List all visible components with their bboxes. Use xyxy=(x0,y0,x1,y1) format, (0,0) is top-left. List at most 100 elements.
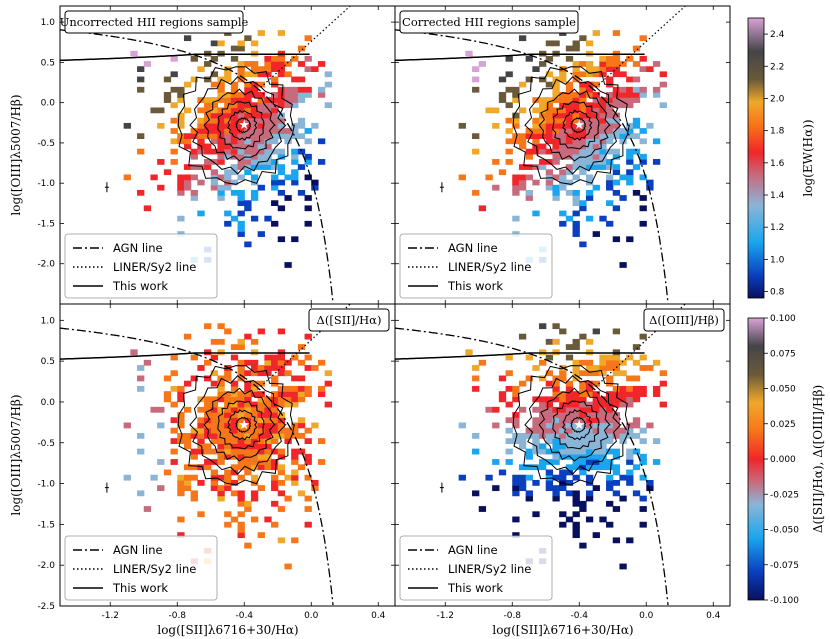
heatmap-cell xyxy=(257,66,265,72)
contour-line xyxy=(570,416,587,434)
heatmap-cell xyxy=(565,86,574,93)
heatmap-cell xyxy=(224,153,232,160)
heatmap-cell xyxy=(599,153,607,160)
heatmap-cell xyxy=(230,406,239,413)
heatmap-cell xyxy=(552,490,560,497)
heatmap-cell xyxy=(626,236,634,243)
heatmap-cell xyxy=(304,495,312,502)
heatmap-cell xyxy=(297,417,306,424)
heatmap-cell xyxy=(291,354,299,361)
heatmap-cell xyxy=(224,448,232,455)
heatmap-cell xyxy=(626,86,634,93)
heatmap-cell xyxy=(284,370,292,377)
heatmap-cell xyxy=(177,516,185,523)
heatmap-cell xyxy=(626,375,634,382)
heatmap-cell xyxy=(170,71,178,78)
heatmap-cell xyxy=(565,417,574,424)
heatmap-cell xyxy=(177,438,185,445)
heatmap-cell xyxy=(559,479,567,486)
heatmap-cell xyxy=(224,169,232,176)
heatmap-cell xyxy=(271,432,279,439)
heatmap-cell xyxy=(512,385,520,392)
heatmap-cell xyxy=(639,195,647,201)
heatmap-cell xyxy=(599,422,607,429)
heatmap-cell xyxy=(230,169,239,176)
heatmap-cell xyxy=(237,92,245,98)
heatmap-cell xyxy=(217,195,225,201)
heatmap-cell xyxy=(498,76,507,83)
heatmap-cell xyxy=(137,432,145,439)
heatmap-cell xyxy=(518,138,527,145)
heatmap-cell xyxy=(559,427,567,434)
heatmap-cell xyxy=(612,148,621,155)
heatmap-cell xyxy=(592,138,600,145)
heatmap-cell xyxy=(177,396,185,403)
colorbar-tick-label: 2.0 xyxy=(770,94,785,104)
heatmap-cell xyxy=(217,474,225,481)
heatmap-cell xyxy=(565,215,574,222)
heatmap-cell xyxy=(559,148,567,155)
heatmap-cell xyxy=(545,55,554,62)
heatmap-cell xyxy=(170,385,178,392)
heatmap-cell xyxy=(284,61,292,67)
heatmap-cell xyxy=(606,107,614,114)
heatmap-cell xyxy=(217,448,225,455)
heatmap-cell xyxy=(565,469,574,476)
heatmap-cell xyxy=(291,432,299,439)
heatmap-cell xyxy=(277,385,286,392)
heatmap-cell xyxy=(257,427,265,434)
heatmap-cell xyxy=(197,164,205,170)
contour-line xyxy=(226,109,258,141)
heatmap-cell xyxy=(612,86,621,93)
contour-line xyxy=(561,409,593,441)
heatmap-cell xyxy=(210,128,219,134)
heatmap-cell xyxy=(257,391,265,397)
heatmap-cell xyxy=(592,128,600,134)
heatmap-cell xyxy=(572,526,580,533)
heatmap-cell xyxy=(237,174,245,181)
heatmap-cell xyxy=(257,184,265,191)
heatmap-cell xyxy=(271,179,279,186)
heatmap-cell xyxy=(183,174,192,181)
heatmap-cell xyxy=(579,464,587,471)
heatmap-cell xyxy=(324,102,332,109)
heatmap-cell xyxy=(559,432,567,439)
heatmap-cell xyxy=(612,490,621,497)
heatmap-cell xyxy=(230,143,239,150)
heatmap-cell xyxy=(230,45,239,52)
heatmap-cell xyxy=(539,443,547,450)
heatmap-cell xyxy=(585,112,594,119)
heatmap-cell xyxy=(297,432,306,439)
y-tick-label: 0.0 xyxy=(41,99,56,109)
heatmap-cell xyxy=(512,490,520,497)
heatmap-cell xyxy=(271,159,279,165)
x-tick-label: 0.4 xyxy=(371,611,386,621)
heatmap-cell xyxy=(585,122,594,129)
y-tick-label: -0.5 xyxy=(37,439,55,449)
heatmap-cell xyxy=(539,459,547,465)
heatmap-cell xyxy=(652,92,661,98)
y-tick-label: 0.5 xyxy=(41,58,55,68)
heatmap-cell xyxy=(626,469,634,476)
heatmap-cell xyxy=(565,391,574,397)
heatmap-cell xyxy=(137,76,145,83)
heatmap-cell xyxy=(250,365,259,371)
heatmap-cell xyxy=(204,117,212,124)
heatmap-cell xyxy=(170,128,178,134)
heatmap-cell xyxy=(552,417,560,424)
heatmap-cell xyxy=(183,179,192,186)
heatmap-cell xyxy=(626,148,634,155)
heatmap-cell xyxy=(217,117,225,124)
heatmap-cell xyxy=(505,117,513,124)
heatmap-cell xyxy=(224,220,232,227)
heatmap-cell xyxy=(244,35,252,42)
heatmap-cell xyxy=(472,365,480,371)
heatmap-cell xyxy=(190,148,198,155)
heatmap-cell xyxy=(224,107,232,114)
heatmap-cell xyxy=(612,328,621,335)
heatmap-cell xyxy=(552,438,560,445)
heatmap-cell xyxy=(217,391,225,397)
heatmap-cell xyxy=(250,412,259,418)
heatmap-cell xyxy=(512,97,520,103)
heatmap-cell xyxy=(606,133,614,140)
